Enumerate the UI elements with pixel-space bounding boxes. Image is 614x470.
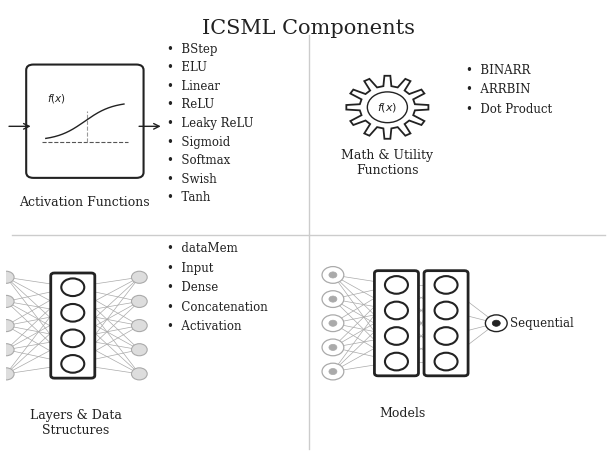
Text: Sequential: Sequential bbox=[510, 317, 573, 330]
Circle shape bbox=[329, 345, 337, 351]
Text: •  Dense: • Dense bbox=[166, 282, 218, 294]
Text: $f(x)$: $f(x)$ bbox=[47, 92, 66, 105]
Text: Models: Models bbox=[379, 407, 426, 420]
Circle shape bbox=[329, 296, 337, 302]
Circle shape bbox=[435, 353, 457, 370]
Text: Activation Functions: Activation Functions bbox=[20, 196, 150, 209]
Polygon shape bbox=[346, 76, 429, 139]
Circle shape bbox=[0, 320, 14, 332]
Circle shape bbox=[492, 320, 500, 326]
Circle shape bbox=[0, 271, 14, 283]
Circle shape bbox=[486, 315, 507, 332]
Text: •  dataMem: • dataMem bbox=[166, 243, 237, 255]
Circle shape bbox=[0, 295, 14, 307]
Circle shape bbox=[0, 368, 14, 380]
Circle shape bbox=[131, 320, 147, 332]
FancyBboxPatch shape bbox=[26, 64, 144, 178]
Circle shape bbox=[61, 355, 84, 373]
FancyBboxPatch shape bbox=[51, 273, 95, 378]
Circle shape bbox=[322, 266, 344, 283]
Circle shape bbox=[435, 302, 457, 319]
Text: •  Concatenation: • Concatenation bbox=[166, 301, 267, 314]
Circle shape bbox=[435, 327, 457, 345]
Text: •  ARRBIN: • ARRBIN bbox=[466, 83, 530, 96]
Text: •  Activation: • Activation bbox=[166, 321, 241, 333]
Circle shape bbox=[61, 304, 84, 321]
Circle shape bbox=[329, 320, 337, 326]
Circle shape bbox=[322, 363, 344, 380]
Text: •  Swish: • Swish bbox=[166, 173, 216, 186]
Circle shape bbox=[131, 344, 147, 356]
Circle shape bbox=[435, 276, 457, 294]
Text: ICSML Components: ICSML Components bbox=[202, 19, 415, 38]
FancyBboxPatch shape bbox=[375, 271, 419, 376]
Text: •  BINARR: • BINARR bbox=[466, 63, 530, 77]
Circle shape bbox=[131, 271, 147, 283]
Circle shape bbox=[385, 353, 408, 370]
Text: •  Sigmoid: • Sigmoid bbox=[166, 136, 230, 149]
Circle shape bbox=[385, 276, 408, 294]
Text: •  BStep: • BStep bbox=[166, 43, 217, 56]
Text: •  Input: • Input bbox=[166, 262, 213, 275]
Circle shape bbox=[322, 315, 344, 332]
Circle shape bbox=[131, 295, 147, 307]
Text: $f(x)$: $f(x)$ bbox=[377, 101, 397, 114]
Circle shape bbox=[329, 272, 337, 278]
Text: •  ELU: • ELU bbox=[166, 61, 206, 74]
Circle shape bbox=[385, 327, 408, 345]
Circle shape bbox=[131, 368, 147, 380]
Circle shape bbox=[385, 302, 408, 319]
Text: Layers & Data
Structures: Layers & Data Structures bbox=[30, 409, 122, 437]
FancyBboxPatch shape bbox=[424, 271, 468, 376]
Text: •  Leaky ReLU: • Leaky ReLU bbox=[166, 117, 253, 130]
Text: •  Linear: • Linear bbox=[166, 80, 220, 93]
Text: •  Dot Product: • Dot Product bbox=[466, 102, 552, 116]
Circle shape bbox=[0, 344, 14, 356]
Circle shape bbox=[367, 92, 408, 123]
Text: Math & Utility
Functions: Math & Utility Functions bbox=[341, 149, 433, 177]
Text: •  Tanh: • Tanh bbox=[166, 191, 210, 204]
Text: •  Softmax: • Softmax bbox=[166, 154, 230, 167]
Text: •  ReLU: • ReLU bbox=[166, 98, 214, 111]
Circle shape bbox=[61, 329, 84, 347]
Circle shape bbox=[329, 368, 337, 375]
Circle shape bbox=[322, 339, 344, 356]
Circle shape bbox=[322, 291, 344, 307]
Circle shape bbox=[61, 278, 84, 296]
